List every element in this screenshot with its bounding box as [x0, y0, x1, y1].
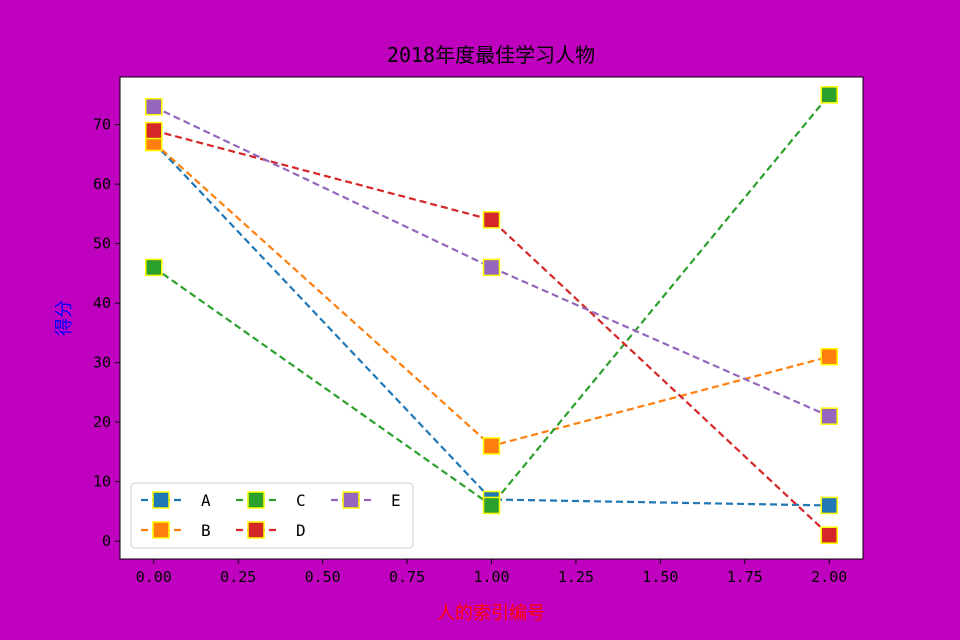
legend-label: B	[201, 521, 211, 540]
data-point	[482, 437, 501, 455]
legend: AB CD E	[130, 482, 414, 549]
y-tick-label: 30	[93, 354, 111, 372]
x-tick-label: 0.25	[220, 568, 256, 586]
y-tick-label: 20	[93, 413, 111, 431]
x-tick-label: 1.50	[642, 568, 678, 586]
data-point	[482, 211, 501, 229]
x-tick-label: 0.75	[389, 568, 425, 586]
data-point	[145, 258, 163, 277]
legend-item-D: D	[236, 521, 306, 540]
legend-item-A: A	[141, 491, 211, 510]
data-point	[145, 98, 163, 116]
y-tick-label: 70	[93, 116, 111, 134]
y-axis-ticks: 0 10 20 30 40 50 60 70	[93, 116, 120, 550]
legend-label: A	[201, 491, 211, 510]
data-point	[482, 258, 501, 277]
data-point	[820, 526, 838, 544]
legend-marker	[152, 521, 170, 539]
legend-marker	[152, 491, 170, 509]
series-E	[145, 98, 838, 425]
x-tick-label: 2.00	[811, 568, 847, 586]
y-tick-label: 10	[93, 473, 111, 491]
x-tick-label: 0.50	[305, 568, 341, 586]
data-point	[820, 496, 838, 515]
data-point	[482, 496, 501, 515]
legend-marker	[247, 521, 265, 539]
legend-marker	[342, 491, 360, 509]
y-tick-label: 40	[93, 294, 111, 312]
series-line	[152, 141, 830, 507]
chart-title: 2018年度最佳学习人物	[387, 43, 595, 67]
series-line	[153, 105, 830, 418]
x-tick-label: 1.25	[558, 568, 594, 586]
data-point	[145, 121, 163, 140]
legend-label: C	[296, 491, 306, 510]
series-layer	[145, 86, 838, 544]
legend-item-B: B	[141, 521, 211, 540]
data-point	[820, 347, 838, 366]
x-tick-label: 0.00	[136, 568, 172, 586]
x-tick-label: 1.00	[473, 568, 509, 586]
x-axis-label: 人的索引编号	[437, 603, 545, 624]
y-axis-label: 得分	[54, 300, 75, 336]
data-point	[820, 86, 838, 104]
legend-marker	[247, 491, 265, 509]
legend-label: D	[296, 521, 306, 540]
legend-item-C: C	[236, 491, 306, 510]
plot-area	[119, 76, 864, 560]
x-tick-label: 1.75	[727, 568, 763, 586]
data-point	[820, 407, 838, 425]
legend-frame	[130, 482, 414, 549]
x-axis-ticks: 0.00 0.25 0.50 0.75 1.00 1.25 1.50 1.75 2.00	[136, 559, 847, 586]
legend-label: E	[391, 491, 401, 510]
series-C	[145, 86, 838, 515]
y-tick-label: 60	[93, 175, 111, 193]
legend-item-E: E	[331, 491, 401, 510]
y-tick-label: 0	[102, 532, 111, 550]
y-tick-label: 50	[93, 235, 111, 253]
